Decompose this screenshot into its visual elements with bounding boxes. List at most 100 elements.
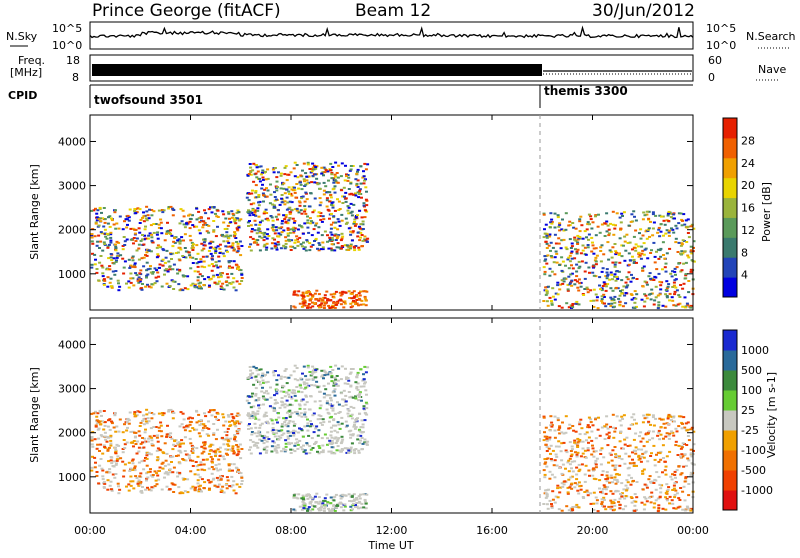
velocity-cell — [601, 504, 604, 507]
velocity-cell — [677, 497, 681, 500]
velocity-cell — [673, 420, 676, 423]
velocity-cell — [553, 476, 557, 479]
power-cell — [163, 239, 167, 242]
velocity-cell — [302, 499, 305, 502]
power-cell — [556, 284, 560, 287]
power-cell — [334, 161, 338, 164]
velocity-cell — [292, 370, 296, 373]
power-cell — [603, 235, 607, 237]
velocity-cell — [282, 447, 286, 450]
power-cell — [221, 233, 224, 236]
velocity-cell — [675, 492, 679, 495]
power-cell — [619, 290, 622, 292]
power-cell — [339, 294, 343, 297]
velocity-cell — [122, 475, 126, 478]
power-cell — [196, 270, 200, 273]
velocity-cell — [607, 435, 611, 438]
velocity-cell — [360, 502, 364, 505]
velocity-cell — [570, 467, 573, 470]
power-cell — [292, 293, 296, 296]
velocity-cell — [284, 439, 288, 442]
velocity-cell — [152, 413, 156, 416]
velocity-cell — [185, 425, 188, 428]
power-cell — [123, 244, 127, 246]
power-cell — [105, 268, 109, 271]
velocity-cell — [647, 431, 650, 434]
velocity-cell — [118, 488, 122, 491]
velocity-cell — [214, 455, 217, 457]
power-cell — [312, 168, 316, 171]
velocity-cell — [628, 462, 632, 465]
power-cell — [282, 182, 286, 185]
power-cell — [226, 250, 229, 253]
power-cell — [159, 221, 163, 224]
velocity-cell — [579, 455, 583, 458]
power-cell — [229, 234, 233, 237]
velocity-cell — [604, 508, 608, 511]
velocity-cell — [296, 497, 300, 500]
power-cell — [320, 166, 324, 169]
velocity-cell — [258, 380, 262, 383]
velocity-cell — [96, 412, 100, 415]
velocity-cell — [96, 428, 100, 431]
velocity-cell — [609, 499, 613, 502]
velocity-cell — [182, 442, 185, 445]
power-cell — [615, 212, 619, 215]
power-cell — [275, 180, 279, 183]
power-cell — [562, 238, 566, 241]
velocity-cell — [322, 421, 326, 424]
power-cell — [328, 307, 332, 309]
velocity-cell — [611, 413, 615, 416]
power-cell — [596, 307, 600, 310]
nave-right-tick-top: 60 — [708, 54, 722, 67]
power-cell — [320, 220, 324, 223]
velocity-cell — [277, 435, 281, 438]
velocity-cell — [608, 452, 612, 455]
power-cell — [645, 297, 649, 300]
velocity-cell — [188, 430, 192, 433]
power-cell — [359, 236, 362, 239]
power-cell — [262, 239, 266, 242]
velocity-cell — [165, 452, 169, 455]
velocity-cell — [114, 446, 117, 449]
velocity-cell — [585, 431, 589, 434]
power-cell — [684, 273, 688, 276]
velocity-cell — [137, 484, 141, 487]
velocity-cell — [308, 425, 312, 428]
power-cell — [175, 252, 178, 254]
power-cell — [252, 213, 256, 216]
velocity-cell — [659, 426, 663, 429]
velocity-cell — [637, 454, 641, 457]
power-cell — [302, 241, 305, 244]
power-cell — [331, 188, 335, 191]
power-cell — [331, 206, 335, 209]
power-cell — [308, 249, 312, 252]
power-cell — [165, 232, 169, 235]
power-cell — [197, 287, 201, 290]
velocity-cell — [248, 413, 252, 416]
power-cell — [235, 264, 239, 267]
power-cell — [277, 171, 280, 174]
velocity-cell — [129, 475, 133, 478]
power-cell — [253, 229, 257, 232]
velocity-cell — [670, 499, 674, 502]
power-cell — [588, 271, 591, 274]
velocity-scatter-cells — [90, 364, 696, 513]
power-cell — [570, 257, 574, 260]
power-cell — [123, 220, 126, 223]
power-cell — [636, 245, 640, 248]
velocity-cell — [134, 443, 138, 445]
velocity-cell — [155, 472, 159, 475]
velocity-cell — [303, 411, 307, 414]
power-cell — [356, 170, 359, 173]
power-cell — [692, 240, 696, 243]
velocity-cell — [114, 452, 118, 455]
power-cell — [192, 243, 195, 246]
power-cell — [114, 245, 118, 248]
velocity-cell — [679, 455, 682, 458]
velocity-cell — [251, 440, 255, 443]
velocity-cell — [566, 486, 570, 489]
velocity-cell — [314, 440, 318, 443]
velocity-cell — [132, 445, 135, 448]
velocity-cell — [171, 455, 175, 458]
